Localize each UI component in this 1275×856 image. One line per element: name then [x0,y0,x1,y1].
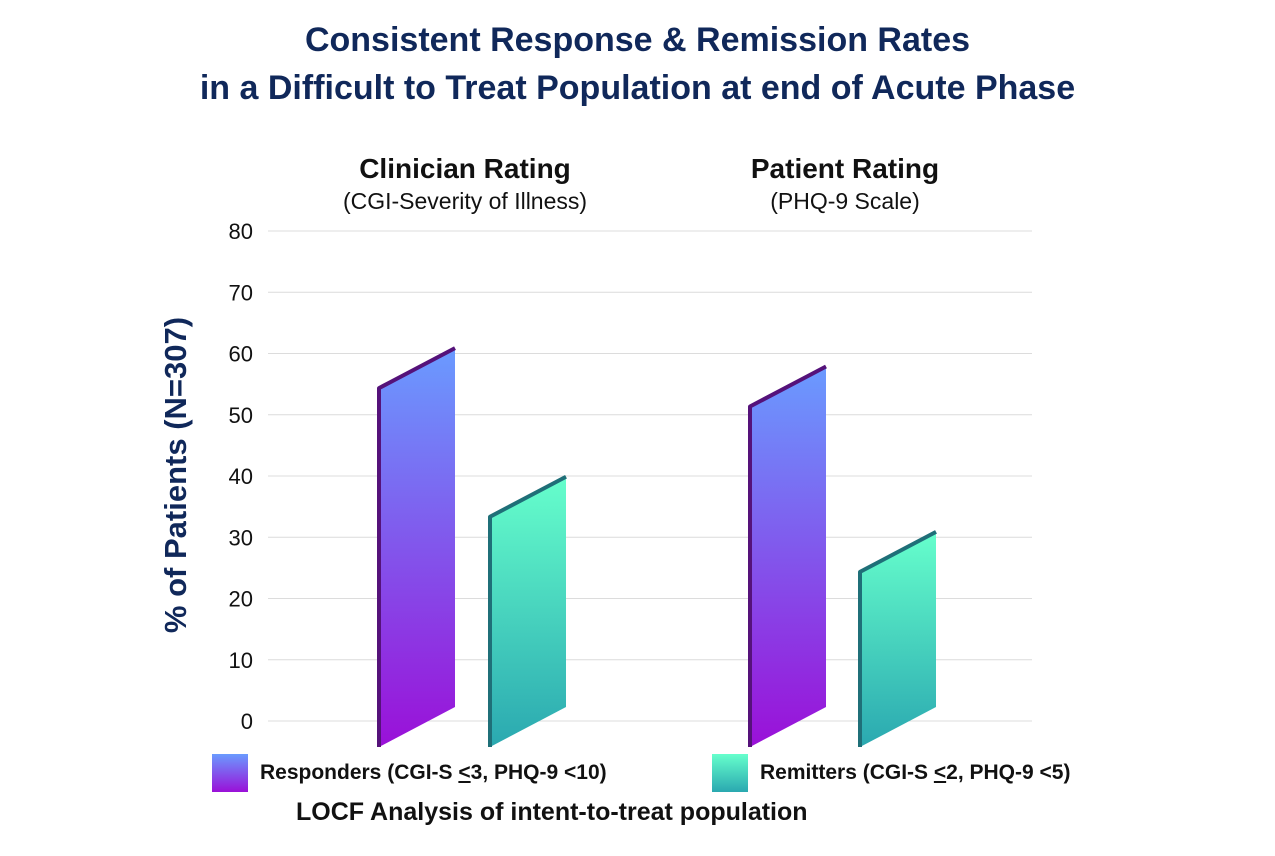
y-tick-label-70: 70 [229,280,253,305]
patient-rating-header: Patient Rating (PHQ-9 Scale) [690,152,1000,216]
legend-remitters: Remitters (CGI-S <2, PHQ-9 <5) [712,754,1070,792]
y-axis-ticks: 0 10 20 30 40 50 60 70 80 [229,219,253,734]
clinician-rating-subtitle: (CGI-Severity of Illness) [342,188,588,214]
y-tick-label-0: 0 [241,709,253,734]
bar-responders-patient [750,366,826,747]
bars [377,346,937,747]
clinician-rating-header: Clinician Rating (CGI-Severity of Illnes… [300,152,630,216]
chart-title-line-1: Consistent Response & Remission Rates [304,21,971,59]
y-tick-label-60: 60 [229,342,253,367]
bar-edge-remitters-patient [858,530,937,747]
bar-responders-clinician [379,348,455,747]
chart-title-line-2: in a Difficult to Treat Population at en… [199,69,1076,107]
y-tick-label-10: 10 [229,648,253,673]
bar-remitters-patient [860,531,936,747]
bar-remitters-clinician [490,476,566,747]
patient-rating-title: Patient Rating [750,153,940,184]
legend-label-responders: Responders (CGI-S <3, PHQ-9 <10) [260,761,607,784]
y-tick-label-50: 50 [229,403,253,428]
legend-label-remitters: Remitters (CGI-S <2, PHQ-9 <5) [760,761,1071,784]
legend-swatch-responders [212,754,248,792]
legend-responders: Responders (CGI-S <3, PHQ-9 <10) [212,754,607,792]
bar-edge-responders-clinician [377,346,456,747]
footnote: LOCF Analysis of intent-to-treat populat… [296,798,808,826]
y-tick-label-20: 20 [229,587,253,612]
patient-rating-subtitle: (PHQ-9 Scale) [770,188,920,214]
bar-edge-remitters-clinician [488,474,567,747]
legend-swatch-remitters [712,754,748,792]
y-tick-label-80: 80 [229,219,253,244]
clinician-rating-title: Clinician Rating [359,153,571,184]
bar-edge-responders-patient [748,364,827,747]
y-tick-label-40: 40 [229,464,253,489]
y-tick-label-30: 30 [229,525,253,550]
